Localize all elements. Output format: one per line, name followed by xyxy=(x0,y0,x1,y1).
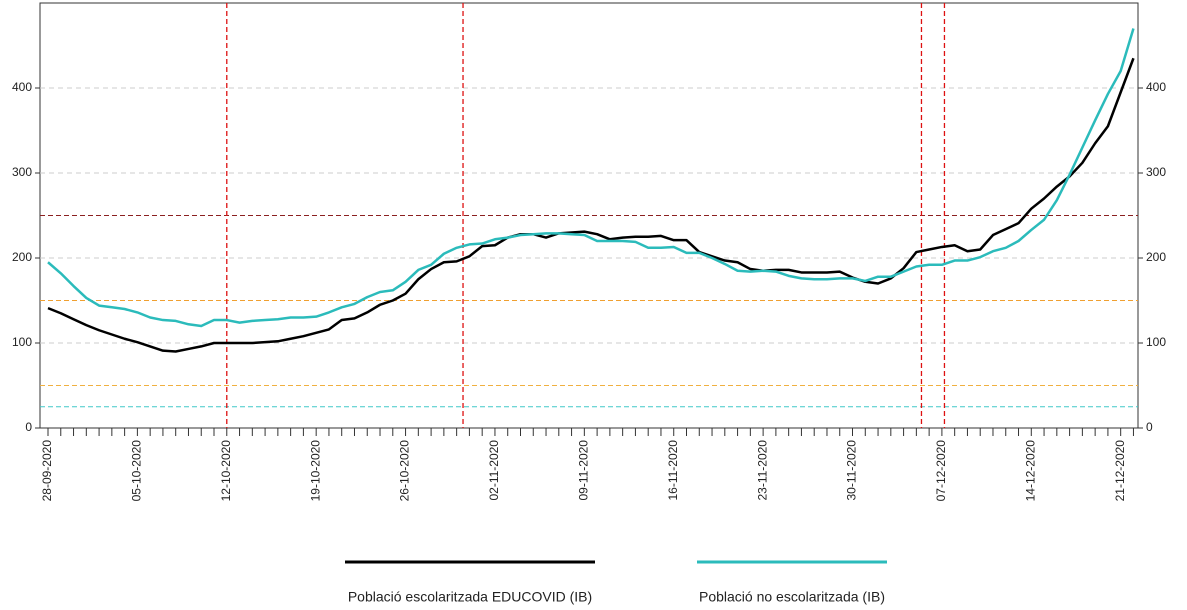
legend-label: Població escolaritzada EDUCOVID (IB) xyxy=(348,589,592,605)
x-tick-label: 19-10-2020 xyxy=(308,440,322,502)
x-tick-label: 23-11-2020 xyxy=(755,440,769,501)
y-tick-label: 300 xyxy=(12,165,32,179)
x-tick-label: 12-10-2020 xyxy=(219,440,233,502)
x-tick-label: 09-11-2020 xyxy=(577,440,591,501)
y2-tick-label: 300 xyxy=(1146,165,1166,179)
y-tick-label: 400 xyxy=(12,80,32,94)
x-tick-label: 30-11-2020 xyxy=(845,440,859,501)
x-tick-label: 28-09-2020 xyxy=(40,440,54,502)
x-tick-label: 14-12-2020 xyxy=(1023,440,1037,502)
y2-tick-label: 100 xyxy=(1146,335,1166,349)
y-tick-label: 200 xyxy=(12,250,32,264)
x-tick-label: 16-11-2020 xyxy=(666,440,680,501)
x-tick-label: 21-12-2020 xyxy=(1113,440,1127,502)
y2-tick-label: 0 xyxy=(1146,420,1153,434)
y-tick-label: 100 xyxy=(12,335,32,349)
x-tick-label: 26-10-2020 xyxy=(398,440,412,502)
y2-tick-label: 400 xyxy=(1146,80,1166,94)
y-tick-label: 0 xyxy=(25,420,32,434)
x-tick-label: 07-12-2020 xyxy=(934,440,948,502)
y2-tick-label: 200 xyxy=(1146,250,1166,264)
x-tick-label: 05-10-2020 xyxy=(130,440,144,502)
series-line xyxy=(47,28,1135,328)
legend-label: Població no escolaritzada (IB) xyxy=(699,589,885,605)
x-tick-label: 02-11-2020 xyxy=(487,440,501,501)
series-line xyxy=(47,57,1135,353)
